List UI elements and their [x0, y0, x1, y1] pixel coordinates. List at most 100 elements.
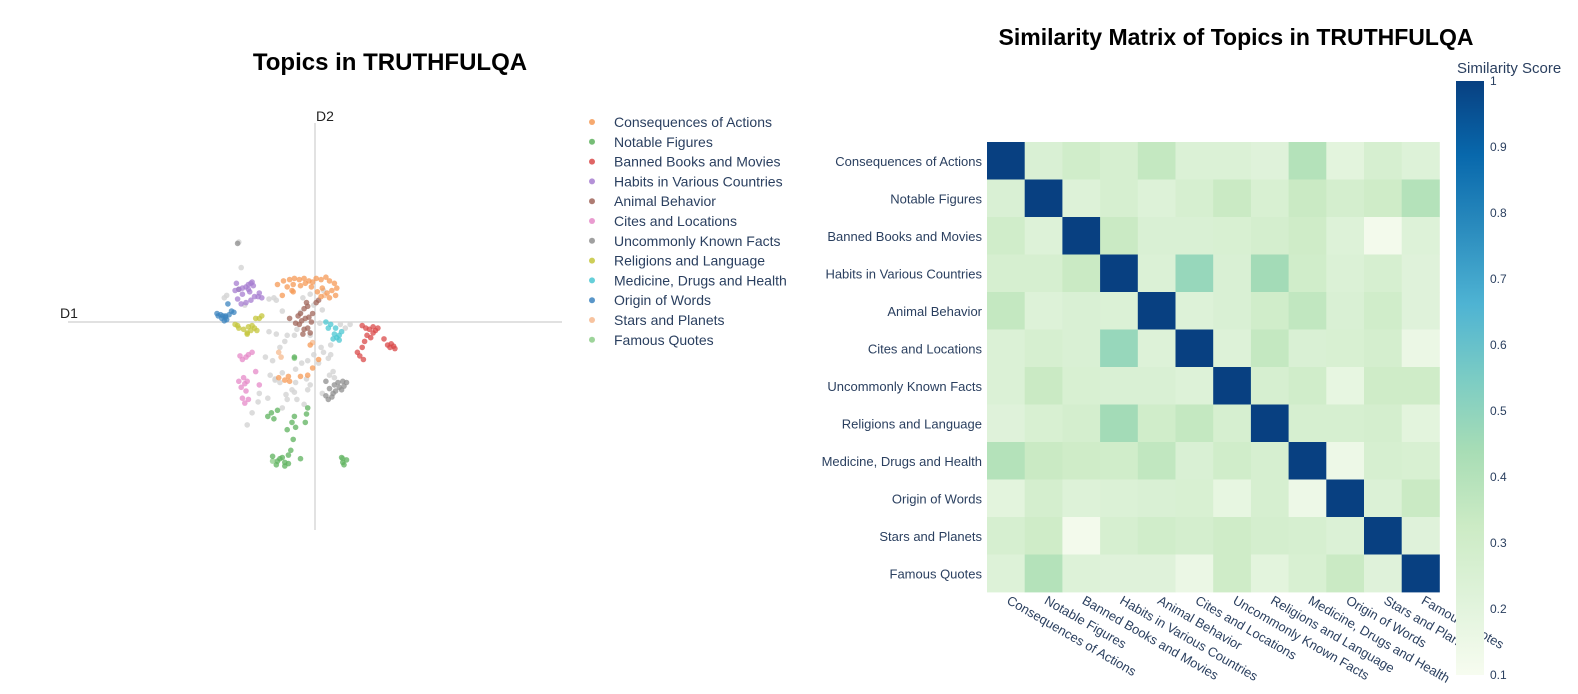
point-consequences-of-actions-24: [332, 292, 339, 299]
point-religions-and-language-10: [234, 322, 241, 329]
point-notable-figures-11: [291, 413, 298, 420]
point-notable-figures-24: [341, 462, 347, 468]
heatmap-cell-2-2: [1062, 217, 1101, 255]
point-notable-figures-4: [279, 454, 286, 461]
legend-marker-banned-books-and-movies: [589, 158, 595, 165]
heatmap-cell-6-4: [1137, 367, 1176, 405]
colorbar-tick-0-5: 0.5: [1490, 404, 1507, 418]
heatmap-cell-1-0: [987, 179, 1026, 218]
point-noise-37: [267, 372, 274, 379]
legend-marker-notable-figures: [589, 138, 595, 145]
heatmap-cell-5-7: [1250, 329, 1289, 368]
heatmap-cell-4-3: [1100, 292, 1139, 330]
point-noise-31: [304, 387, 311, 393]
heatmap-cell-0-0: [987, 142, 1026, 180]
point-consequences-of-actions-15: [324, 290, 330, 296]
colorbar-ticks: 1 0.9 0.8 0.7 0.6 0.5 0.4 0.3 0.2 0.1: [1490, 74, 1507, 682]
legend-marker-religions-and-language: [589, 257, 595, 264]
point-notable-figures-25: [291, 354, 298, 360]
heatmap-cell-8-0: [987, 442, 1026, 480]
point-religions-and-language-13: [245, 324, 252, 330]
point-habits-in-various-countries-16: [239, 291, 246, 298]
point-consequences-of-actions-34: [290, 289, 297, 295]
legend-label-notable-figures: Notable Figures: [614, 134, 713, 150]
point-noise-7: [273, 297, 280, 304]
point-noise-52: [269, 357, 276, 364]
heatmap-cell-10-9: [1326, 517, 1365, 555]
point-noise-44: [301, 401, 307, 408]
heatmap-cell-1-9: [1326, 179, 1365, 218]
heatmap-panel: Similarity Matrix of Topics in TRUTHFULQ…: [822, 24, 1562, 686]
point-medicine-drugs-and-health-0: [323, 319, 329, 325]
heatmap-cell-1-5: [1175, 179, 1214, 218]
heatmap-cell-6-2: [1062, 367, 1101, 405]
point-religions-and-language-11: [254, 327, 260, 334]
heatmap-cell-4-11: [1401, 292, 1440, 330]
heatmap-cell-3-1: [1024, 254, 1063, 293]
point-banned-books-and-movies-5: [375, 325, 381, 331]
y-tick-religions-and-language: Religions and Language: [842, 416, 982, 431]
point-animal-behavior-6: [308, 319, 315, 325]
point-noise-47: [337, 321, 344, 328]
point-animal-behavior-18: [295, 313, 301, 319]
point-notable-figures-26: [284, 426, 291, 433]
heatmap-cell-9-8: [1288, 479, 1327, 518]
heatmap-cell-9-11: [1401, 479, 1440, 518]
heatmap-cell-5-4: [1137, 329, 1176, 368]
heatmap-cell-10-11: [1401, 517, 1440, 555]
point-consequences-of-actions-22: [284, 284, 291, 290]
point-uncommonly-known-facts-13: [325, 396, 332, 403]
heatmap-cell-1-1: [1024, 179, 1063, 218]
point-medicine-drugs-and-health-7: [332, 325, 339, 331]
legend-label-uncommonly-known-facts: Uncommonly Known Facts: [614, 233, 781, 249]
point-stars-and-planets-0: [275, 349, 282, 356]
heatmap-cell-7-8: [1288, 404, 1327, 443]
point-religions-and-language-2: [240, 326, 247, 333]
point-noise-21: [320, 349, 327, 356]
point-noise-48: [342, 325, 349, 331]
point-consequences-of-actions-16: [319, 285, 326, 291]
point-notable-figures-12: [302, 419, 309, 426]
y-tick-uncommonly-known-facts: Uncommonly Known Facts: [827, 379, 982, 394]
y-tick-notable-figures: Notable Figures: [890, 191, 982, 206]
point-noise-39: [255, 399, 261, 405]
heatmap-cell-4-7: [1250, 292, 1289, 330]
heatmap-cell-3-5: [1175, 254, 1214, 293]
heatmap-cell-4-0: [987, 292, 1026, 330]
heatmap-cell-4-8: [1288, 292, 1327, 330]
heatmap-cell-0-3: [1100, 142, 1139, 180]
point-cites-and-locations-10: [242, 400, 248, 406]
point-banned-books-and-movies-14: [392, 345, 398, 352]
y-tick-famous-quotes: Famous Quotes: [890, 566, 983, 581]
point-banned-books-and-movies-9: [367, 334, 374, 341]
heatmap-cell-7-5: [1175, 404, 1214, 443]
point-noise-25: [304, 357, 311, 364]
heatmap-cell-1-10: [1364, 179, 1403, 218]
point-noise-1: [238, 264, 244, 271]
heatmap-cell-7-6: [1213, 404, 1252, 443]
point-noise-51: [262, 354, 269, 360]
y-tick-origin-of-words: Origin of Words: [892, 491, 983, 506]
point-animal-behavior-17: [303, 299, 310, 306]
heatmap-cell-6-0: [987, 367, 1026, 405]
point-uncommonly-known-facts-2: [332, 388, 339, 394]
heatmap-cell-8-9: [1326, 442, 1365, 480]
heatmap-cell-9-5: [1175, 479, 1214, 518]
point-noise-32: [292, 379, 299, 386]
point-banned-books-and-movies-15: [360, 356, 367, 363]
point-banned-books-and-movies-19: [387, 344, 393, 351]
heatmap-cell-10-3: [1100, 517, 1139, 555]
point-noise-38: [265, 395, 271, 402]
heatmap-cell-3-9: [1326, 254, 1365, 293]
scatter-points: [214, 239, 398, 469]
point-noise-20: [318, 344, 324, 351]
heatmap-cell-3-2: [1062, 254, 1101, 293]
point-origin-of-words-12: [222, 313, 229, 319]
point-cites-and-locations-9: [239, 395, 246, 402]
heatmap-cell-9-1: [1024, 479, 1063, 518]
heatmap-cell-3-11: [1401, 254, 1440, 293]
heatmap-cell-6-11: [1401, 367, 1440, 405]
point-noise-49: [347, 321, 353, 328]
heatmap-cell-7-10: [1364, 404, 1403, 443]
point-notable-figures-13: [303, 411, 310, 417]
